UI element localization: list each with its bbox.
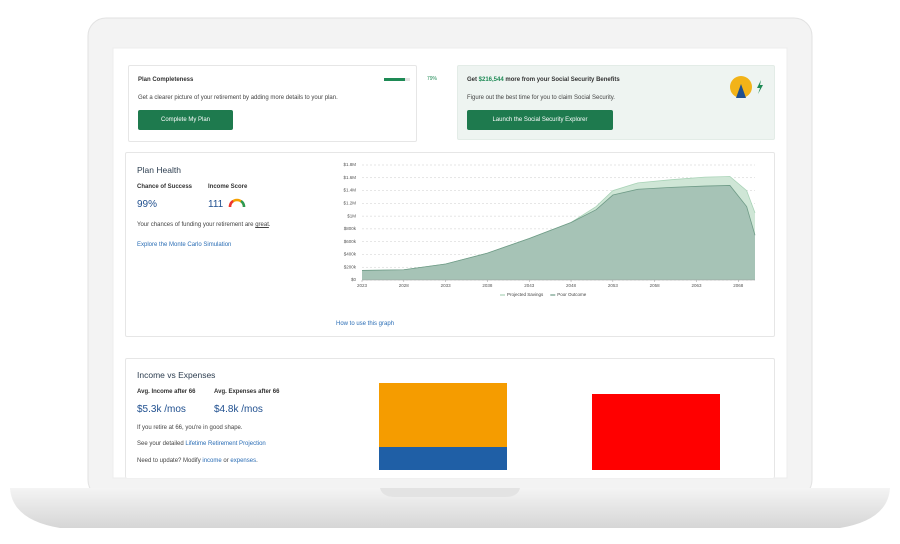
expense-label: Avg. Expenses after 66 xyxy=(214,389,280,395)
x-tick-label: 2048 xyxy=(566,283,577,288)
card-title: Plan Health xyxy=(137,165,181,175)
bar-segment xyxy=(379,447,507,470)
y-tick-label: $1.4M xyxy=(343,188,356,193)
card-title: Income vs Expenses xyxy=(137,370,216,380)
health-text: Your chances of funding your retirement … xyxy=(137,222,271,228)
complete-plan-button[interactable]: Complete My Plan xyxy=(138,110,233,130)
text: . xyxy=(256,458,258,464)
avatar-icons xyxy=(730,76,763,98)
income-label: Avg. Income after 66 xyxy=(137,389,196,395)
y-tick-label: $0 xyxy=(351,277,357,282)
amount: $216,544 xyxy=(478,77,504,83)
income-link[interactable]: income xyxy=(202,458,222,464)
income-value: $5.3k /mos xyxy=(137,404,186,415)
x-tick-label: 2028 xyxy=(399,283,410,288)
title-text: more from your Social Security Benefits xyxy=(503,77,620,83)
text: Your chances of funding your retirement … xyxy=(137,222,256,228)
card-title: Plan Completeness xyxy=(138,77,194,83)
x-tick-label: 2058 xyxy=(650,283,661,288)
progress-label: 79% xyxy=(427,76,438,82)
score-label: Income Score xyxy=(208,184,248,190)
x-tick-label: 2043 xyxy=(524,283,535,288)
y-tick-label: $800k xyxy=(344,226,357,231)
projection-text: See your detailed Lifetime Retirement Pr… xyxy=(137,441,266,447)
text: Need to update? Modify xyxy=(137,458,203,464)
card-text: Figure out the best time for you to clai… xyxy=(467,95,615,101)
avatar-figure xyxy=(736,84,746,98)
score-value: 111 xyxy=(208,199,224,210)
graph-help-link[interactable]: How to use this graph xyxy=(336,321,395,327)
base-notch xyxy=(380,488,520,497)
expenses-link[interactable]: expenses xyxy=(230,458,257,464)
progress-track xyxy=(384,78,410,81)
savings-chart: $0 $200k $400k $600k $800k $1M $1.2M $1.4M $1.6M… xyxy=(343,162,756,297)
card-title: Get $216,544 more from your Social Secur… xyxy=(467,77,620,83)
text: . xyxy=(268,222,271,228)
y-tick-label: $600k xyxy=(344,239,357,244)
x-tick-label: 2038 xyxy=(482,283,493,288)
y-tick-label: $400k xyxy=(344,252,357,257)
text: See your detailed xyxy=(137,441,186,447)
x-tick-label: 2068 xyxy=(733,283,744,288)
rating: great xyxy=(255,222,269,228)
laptop-base xyxy=(10,488,890,528)
legend-label: Poor Outcome xyxy=(557,292,587,297)
score-gauge xyxy=(228,198,246,208)
bar-segment xyxy=(592,394,720,470)
card-text: Get a clearer picture of your retirement… xyxy=(138,95,338,101)
income-expense-chart xyxy=(379,383,720,470)
text: or xyxy=(221,458,231,464)
bolt-icon xyxy=(757,80,763,94)
title-text: Get xyxy=(467,77,479,83)
x-tick-label: 2033 xyxy=(441,283,452,288)
completeness-card: Plan Completeness 79% Get a clearer pict… xyxy=(128,65,437,142)
success-label: Chance of Success xyxy=(137,184,193,190)
y-tick-label: $1.2M xyxy=(343,201,356,206)
y-tick-label: $1.8M xyxy=(343,162,356,167)
x-tick-label: 2023 xyxy=(357,283,368,288)
y-tick-label: $1M xyxy=(347,213,356,218)
update-text: Need to update? Modify income or expense… xyxy=(137,458,258,464)
progress-fill xyxy=(384,78,405,81)
x-tick-label: 2053 xyxy=(608,283,619,288)
expense-value: $4.8k /mos xyxy=(214,404,263,415)
social-security-card: Get $216,544 more from your Social Secur… xyxy=(457,65,775,140)
y-tick-label: $200k xyxy=(344,264,357,269)
shape-text: If you retire at 66, you're in good shap… xyxy=(137,425,243,431)
monte-carlo-link[interactable]: Explore the Monte Carlo Simulation xyxy=(137,242,232,248)
y-tick-label: $1.6M xyxy=(343,175,356,180)
x-tick-label: 2063 xyxy=(691,283,702,288)
legend-label: Projected Savings xyxy=(507,292,544,297)
series-line xyxy=(361,185,756,271)
success-value: 99% xyxy=(137,199,158,210)
projection-link[interactable]: Lifetime Retirement Projection xyxy=(185,441,266,447)
area-fill xyxy=(362,185,755,280)
bar-segment xyxy=(379,383,507,447)
launch-explorer-button[interactable]: Launch the Social Security Explorer xyxy=(467,110,613,130)
